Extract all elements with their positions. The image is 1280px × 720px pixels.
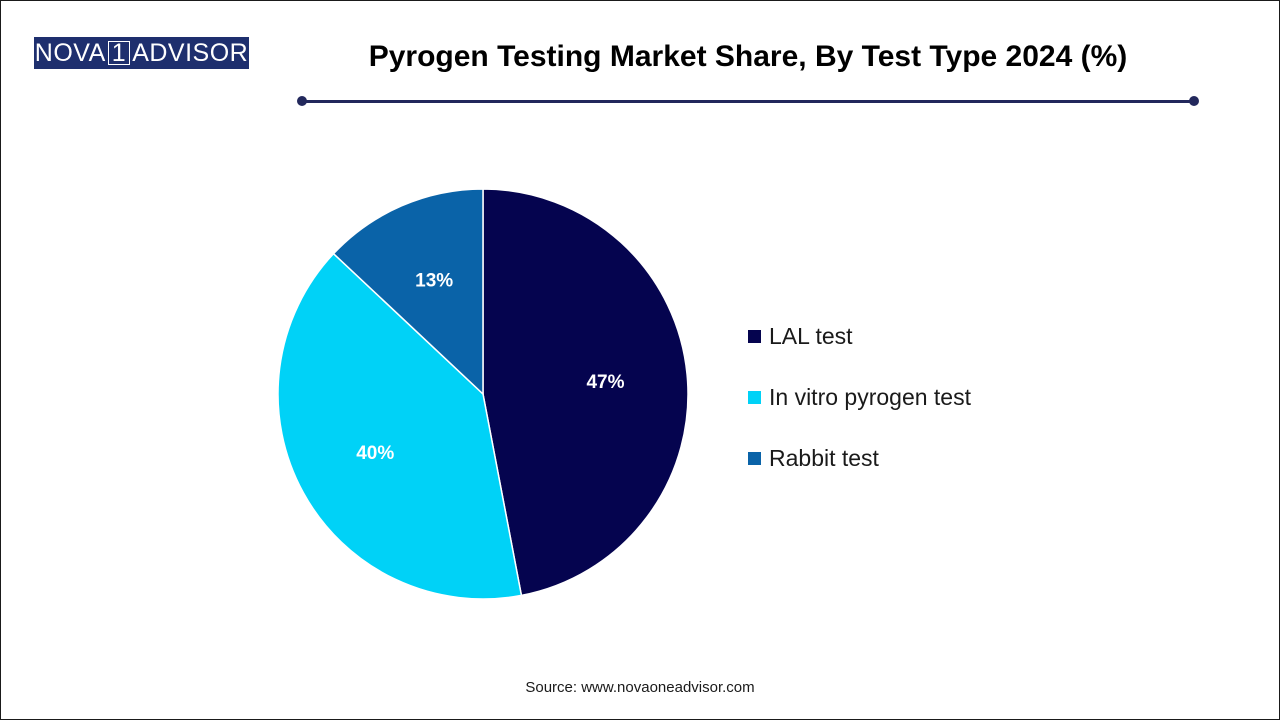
pie-slice-rabbit-test	[332, 188, 484, 396]
legend-label-lal-test: LAL test	[769, 323, 853, 349]
divider-dot-right	[1189, 96, 1199, 106]
pie-slice-lal-test	[482, 188, 689, 597]
data-label-lal-test: 47%	[586, 372, 624, 393]
divider-dot-left	[297, 96, 307, 106]
data-label-rabbit-test: 13%	[415, 271, 453, 292]
logo-text-left: NOVA	[34, 38, 106, 67]
legend-swatch-in-vitro-pyrogen-test	[748, 391, 761, 404]
legend-item-in-vitro-pyrogen-test: In vitro pyrogen test	[748, 354, 971, 441]
legend-swatch-lal-test	[748, 330, 761, 343]
pie-slice-in-vitro-pyrogen-test	[277, 252, 523, 600]
legend-item-rabbit-test: Rabbit test	[748, 415, 971, 502]
chart-title: Pyrogen Testing Market Share, By Test Ty…	[368, 40, 1128, 73]
logo-text-right: ADVISOR	[132, 38, 249, 67]
title-divider	[302, 100, 1194, 103]
data-label-in-vitro-pyrogen-test: 40%	[356, 443, 394, 464]
legend-item-lal-test: LAL test	[748, 293, 971, 380]
legend-label-rabbit-test: Rabbit test	[769, 445, 879, 471]
brand-logo: NOVA 1 ADVISOR	[34, 37, 249, 69]
chart-legend: LAL test In vitro pyrogen test Rabbit test	[748, 293, 971, 502]
legend-swatch-rabbit-test	[748, 452, 761, 465]
legend-label-in-vitro-pyrogen-test: In vitro pyrogen test	[769, 384, 971, 410]
source-note: Source: www.novaoneadvisor.com	[525, 679, 755, 696]
logo-digit: 1	[107, 41, 131, 66]
